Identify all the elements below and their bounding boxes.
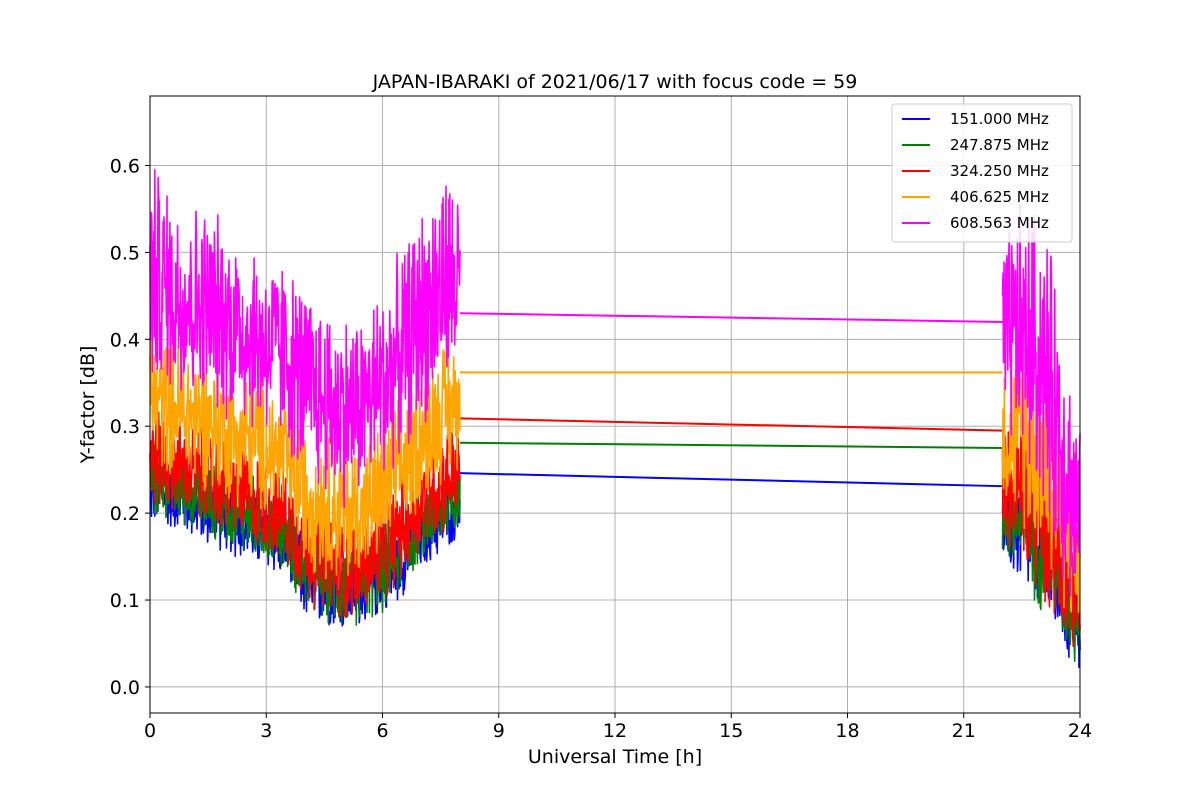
series-0-gap-line	[459, 472, 1003, 488]
x-tick-label: 0	[144, 720, 156, 742]
series-4-gap-line	[459, 312, 1003, 323]
y-tick-label: 0.1	[110, 590, 140, 612]
series-2-trace	[149, 411, 461, 619]
legend: 151.000 MHz 247.875 MHz 324.250 MHz 406.625…	[891, 103, 1073, 243]
y-tick-label: 0.3	[110, 416, 140, 438]
y-tick-label: 0.0	[110, 677, 140, 699]
legend-box	[891, 103, 1073, 243]
x-tick-label: 15	[719, 720, 743, 742]
x-tick-label: 6	[376, 720, 388, 742]
x-tick-label: 21	[952, 720, 976, 742]
y-tick-label: 0.5	[110, 242, 140, 264]
series-4-trace	[149, 168, 461, 509]
x-tick-label: 18	[835, 720, 859, 742]
legend-label: 608.563 MHz	[950, 214, 1049, 232]
x-axis-label: Universal Time [h]	[528, 746, 702, 768]
y-tick-label: 0.4	[110, 329, 140, 351]
legend-label: 151.000 MHz	[950, 110, 1049, 128]
legend-label: 247.875 MHz	[950, 136, 1049, 154]
y-axis-label: Y-factor [dB]	[77, 346, 99, 465]
series-4-trace	[1001, 203, 1081, 597]
series-4	[149, 168, 1081, 597]
tick-layer: 0 3 6 9 12 15 18 21 24 0.0 0.1 0.2 0.3 0.4 0.5 0.6	[110, 156, 1092, 742]
y-tick-label: 0.2	[110, 503, 140, 525]
x-tick-label: 9	[493, 720, 505, 742]
x-tick-label: 24	[1068, 720, 1092, 742]
series-3-trace	[149, 340, 461, 580]
x-tick-label: 3	[260, 720, 272, 742]
series-layer	[149, 168, 1081, 669]
chart-title: JAPAN-IBARAKI of 2021/06/17 with focus c…	[372, 71, 858, 93]
legend-label: 324.250 MHz	[950, 162, 1049, 180]
series-1-gap-line	[459, 441, 1003, 449]
series-3-trace	[1001, 356, 1081, 614]
series-2-gap-line	[459, 417, 1003, 432]
legend-label: 406.625 MHz	[950, 188, 1049, 206]
y-tick-label: 0.6	[110, 156, 140, 178]
x-tick-label: 12	[603, 720, 627, 742]
series-3	[149, 340, 1081, 614]
